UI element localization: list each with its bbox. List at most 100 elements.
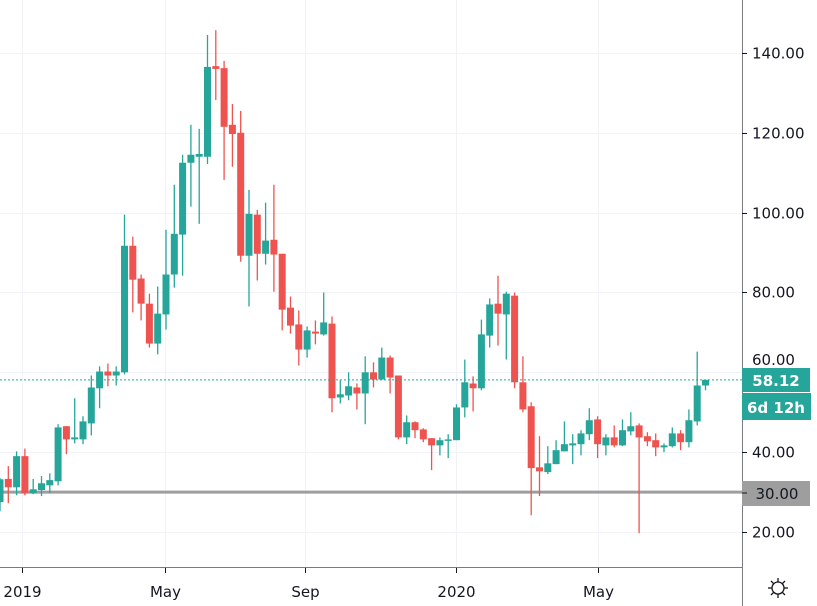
candle-body <box>527 406 535 469</box>
candle-body <box>129 245 137 280</box>
candle <box>320 292 328 336</box>
candle <box>212 30 220 101</box>
candle <box>179 154 187 276</box>
candle <box>287 296 294 334</box>
x-tick-label: May <box>150 583 181 601</box>
candle <box>345 372 353 401</box>
candle <box>303 326 311 358</box>
candle <box>4 466 12 504</box>
candle-body <box>652 440 660 448</box>
candle-body <box>320 322 328 335</box>
candle-body <box>121 245 128 373</box>
candle-body <box>278 253 286 310</box>
price-axis[interactable]: 20.00 40.00 60.00 80.00 100.00 120.00 140.00 <box>742 45 805 542</box>
candle <box>162 229 170 330</box>
candle <box>378 347 386 380</box>
candle <box>237 110 245 262</box>
candle-body <box>544 463 552 473</box>
time-axis[interactable]: 2019 May Sep 2020 May <box>3 568 614 601</box>
candle <box>112 366 120 386</box>
candle <box>336 380 344 404</box>
candle <box>602 434 610 456</box>
candle-body <box>585 420 593 435</box>
candle-body <box>394 375 402 438</box>
candle <box>494 275 502 346</box>
candle <box>519 356 527 413</box>
candle <box>253 209 261 281</box>
candle-body <box>635 425 643 438</box>
candle <box>652 433 660 457</box>
candle-body <box>162 274 170 315</box>
candle <box>262 202 270 265</box>
candle <box>29 478 37 495</box>
candle <box>585 408 593 441</box>
candle <box>295 310 303 366</box>
candle-body <box>519 382 527 410</box>
candle-body <box>237 132 245 256</box>
candle <box>569 434 577 465</box>
candle-body <box>295 324 303 350</box>
candles <box>0 30 709 534</box>
candle-body <box>685 420 693 443</box>
y-tick-label: 100.00 <box>752 205 805 223</box>
candle-body <box>643 436 651 442</box>
candle <box>87 375 95 436</box>
candle-body <box>386 357 394 378</box>
candle-body <box>560 444 568 452</box>
candle-body <box>187 154 195 163</box>
candle <box>428 438 436 471</box>
candle-body <box>693 385 701 422</box>
candle <box>527 402 535 516</box>
candle-body <box>38 483 45 491</box>
candle-body <box>4 478 12 488</box>
candle-body <box>428 438 436 446</box>
candle-body <box>71 437 79 440</box>
candle <box>145 293 153 348</box>
candle-body <box>702 379 709 386</box>
candle <box>394 375 402 440</box>
candle-body <box>21 456 29 494</box>
candle-body <box>627 426 635 432</box>
candle-body <box>486 304 494 336</box>
candle <box>436 437 444 456</box>
x-tick-label: 2019 <box>3 583 41 601</box>
candle <box>594 416 602 459</box>
candle <box>204 34 211 164</box>
candle-body <box>477 334 485 389</box>
candle <box>511 292 519 389</box>
candle <box>0 478 4 512</box>
candle-body <box>112 371 120 376</box>
candle-body <box>195 153 203 157</box>
candle <box>560 421 568 452</box>
candle <box>461 359 469 418</box>
sun-gear-icon[interactable] <box>768 578 788 598</box>
candle-body <box>270 239 278 255</box>
candle <box>187 124 195 207</box>
x-tick-label: 2020 <box>437 583 475 601</box>
candle-body <box>179 162 187 235</box>
candle-body <box>0 479 4 503</box>
y-tick-label: 80.00 <box>752 284 795 302</box>
candle <box>245 189 253 307</box>
candle <box>610 425 618 448</box>
candle-body <box>668 433 676 447</box>
candle <box>453 404 460 441</box>
candle <box>195 128 203 224</box>
candle-body <box>54 427 62 482</box>
candle <box>71 398 79 444</box>
candle-body <box>677 433 685 443</box>
candle <box>228 104 236 167</box>
y-tick-label: 60.00 <box>752 351 795 369</box>
countdown-text: 6d 12h <box>747 399 805 417</box>
candle-body <box>370 372 377 380</box>
candle-body <box>311 331 319 334</box>
candle <box>370 362 377 388</box>
candle-body <box>569 443 577 446</box>
horizontal-line-value: 30.00 <box>756 485 799 503</box>
candle-body <box>96 371 104 389</box>
candle <box>62 426 70 455</box>
candle <box>677 430 685 451</box>
candle-body <box>29 489 37 494</box>
candle <box>129 236 137 313</box>
